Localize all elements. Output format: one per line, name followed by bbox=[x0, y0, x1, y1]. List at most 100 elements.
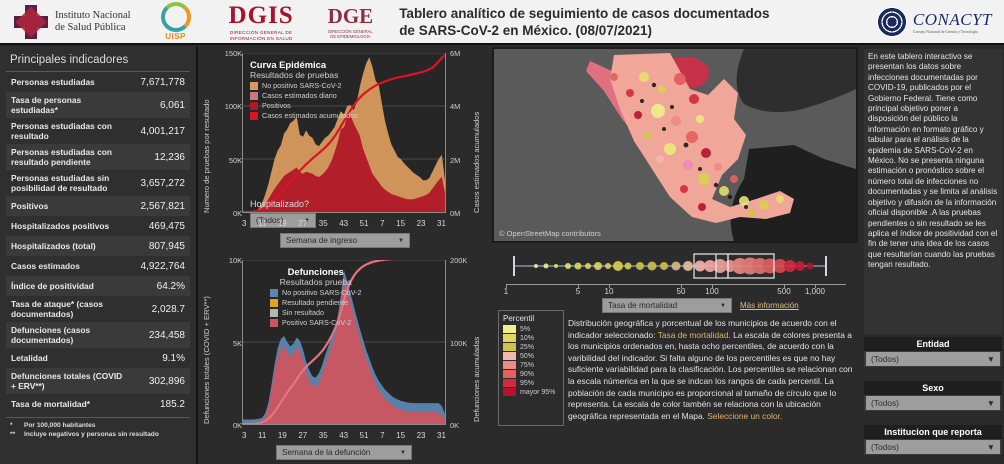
chevron-down-icon: ▼ bbox=[986, 442, 995, 452]
strip-tick-mark bbox=[577, 284, 579, 288]
legend-label: Casos estimados acumulados bbox=[262, 111, 358, 120]
epidemic-chart-title: Curva Epidémica bbox=[250, 59, 327, 70]
legend-label: Positivos bbox=[262, 101, 291, 110]
axis-tick-label: 23 bbox=[416, 219, 426, 228]
indicator-label: Tasa de mortalidad* bbox=[11, 399, 90, 409]
insp-logo-text: Instituto Nacional de Salud Pública bbox=[55, 10, 131, 34]
chevron-down-icon: ▼ bbox=[304, 217, 310, 224]
conacyt-logo: CONACYT Consejo Nacional de Ciencia y Te… bbox=[876, 6, 1004, 37]
indicator-dropdown-value: Tasa de mortalidad bbox=[608, 301, 678, 310]
dge-sub-2: DE EPIDEMIOLOGÍA bbox=[330, 34, 371, 39]
dge-title: DGE bbox=[327, 3, 374, 28]
filter-entidad: Entidad (Todos) ▼ bbox=[864, 337, 1002, 367]
axis-tick-label: 7 bbox=[380, 219, 385, 228]
description-part-2: . La escala de colores presenta a los mu… bbox=[568, 329, 853, 421]
indicator-value: 4,922,764 bbox=[140, 260, 186, 272]
strip-tick-label: 1,000 bbox=[804, 287, 825, 296]
legend-item[interactable]: Positivos bbox=[250, 101, 358, 110]
filter-sexo-value: (Todos) bbox=[871, 398, 899, 408]
series-area bbox=[243, 279, 445, 424]
percentile-item[interactable]: 5% bbox=[503, 325, 559, 333]
indicator-value: 302,896 bbox=[148, 375, 185, 387]
legend-swatch bbox=[270, 298, 278, 307]
filter-sexo: Sexo (Todos) ▼ bbox=[864, 381, 1002, 411]
description-select-color-link[interactable]: Seleccione un color. bbox=[707, 410, 783, 421]
semana-ingreso-dropdown[interactable]: Semana de ingreso ▼ bbox=[280, 233, 410, 248]
axis-tick-label: 100K bbox=[224, 102, 242, 112]
legend-item[interactable]: Casos estimados acumulados bbox=[250, 111, 358, 120]
legend-item[interactable]: Casos estimados diario bbox=[250, 91, 358, 100]
insp-line-2: de Salud Pública bbox=[55, 21, 126, 33]
insp-cross-icon bbox=[14, 4, 48, 39]
legend-item[interactable]: Resultado pendiente bbox=[270, 298, 362, 307]
filter-entidad-dropdown[interactable]: (Todos) ▼ bbox=[866, 352, 1000, 366]
epidemic-legend: No positivo SARS-CoV-2 Casos estimados di… bbox=[250, 81, 358, 120]
indicator-value: 3,657,272 bbox=[140, 177, 186, 189]
deaths-chart-title: Defunciones bbox=[287, 266, 344, 277]
axis-tick-label: 51 bbox=[359, 219, 369, 228]
strip-plot-svg[interactable] bbox=[506, 248, 846, 284]
hospitalizado-dropdown[interactable]: (Todos) ▼ bbox=[250, 213, 316, 228]
filter-sexo-dropdown[interactable]: (Todos) ▼ bbox=[866, 396, 1000, 410]
semana-defuncion-dropdown[interactable]: Semana de la defunción ▼ bbox=[276, 445, 412, 460]
percentile-item[interactable]: 25% bbox=[503, 343, 559, 351]
legend-label: Positivo SARS-CoV-2 bbox=[282, 318, 352, 327]
indicator-label: Tasa de personas estudiadas* bbox=[11, 95, 82, 115]
indicator-dropdown[interactable]: Tasa de mortalidad ▼ bbox=[602, 298, 732, 313]
indicator-row: Positivos 2,567,821 bbox=[6, 196, 190, 216]
percentile-item[interactable]: 50% bbox=[503, 352, 559, 360]
percentile-swatch bbox=[503, 343, 516, 351]
epidemic-curve-chart: Numero de pruebas por resultado Casos es… bbox=[200, 47, 488, 252]
legend-label: No positivo SARS-CoV-2 bbox=[262, 81, 342, 90]
percentile-swatch bbox=[503, 325, 516, 333]
indicator-label: Casos estimados bbox=[11, 261, 80, 271]
header-logos: Instituto Nacional de Salud Pública UISP… bbox=[0, 0, 373, 43]
legend-label: Resultado pendiente bbox=[282, 298, 348, 307]
chevron-down-icon: ▼ bbox=[398, 237, 404, 244]
page-title-line-1: Tablero analítico de seguimiento de caso… bbox=[399, 5, 770, 21]
legend-item[interactable]: No positivo SARS-CoV-2 bbox=[270, 288, 362, 297]
axis-tick-label: 27 bbox=[298, 431, 308, 440]
percentile-item[interactable]: 95% bbox=[503, 379, 559, 387]
indicator-row: Personas estudiadas con resultado pendie… bbox=[6, 144, 190, 170]
uisp-logo: UISP bbox=[160, 2, 191, 41]
axis-tick-label: 15 bbox=[396, 431, 406, 440]
axis-tick-label: 6M bbox=[450, 49, 461, 58]
filter-institucion-dropdown[interactable]: (Todos) ▼ bbox=[866, 440, 1000, 454]
indicator-row: Personas estudiadas sin posibilidad de r… bbox=[6, 170, 190, 196]
chevron-down-icon: ▼ bbox=[986, 398, 995, 408]
legend-label: Sin resultado bbox=[282, 308, 324, 317]
indicator-row: Índice de positividad 64.2% bbox=[6, 276, 190, 296]
more-info-link[interactable]: Más información bbox=[740, 301, 799, 310]
epidemic-chart-header: Curva Epidémica Resultados de pruebas No… bbox=[250, 59, 358, 120]
axis-tick-label: 2M bbox=[450, 155, 461, 165]
legend-swatch bbox=[270, 308, 278, 317]
dashboard-intro-text: En este tablero interactivo se presentan… bbox=[864, 49, 1002, 334]
description-part-1: Distribución geográfica y porcentual de … bbox=[568, 318, 837, 340]
percentile-legend-title: Percentil bbox=[503, 314, 535, 323]
dgis-title: DGIS bbox=[228, 1, 294, 29]
choropleth-map[interactable]: © OpenStreetMap contributors bbox=[492, 47, 858, 243]
indicator-row: Defunciones (casos documentados) 234,458 bbox=[6, 322, 190, 348]
legend-item[interactable]: Sin resultado bbox=[270, 308, 362, 317]
legend-item[interactable]: No positivo SARS-CoV-2 bbox=[250, 81, 358, 90]
dge-logo: DGE DIRECCIÓN GENERAL DE EPIDEMIOLOGÍA bbox=[328, 4, 374, 40]
conacyt-title: CONACYT bbox=[912, 9, 992, 29]
indicator-label: Personas estudiadas con resultado pendie… bbox=[11, 147, 113, 167]
axis-tick-label: 43 bbox=[339, 431, 349, 440]
percentile-item[interactable]: 90% bbox=[503, 370, 559, 378]
strip-tick-label: 1 bbox=[503, 287, 509, 296]
percentile-item[interactable]: 10% bbox=[503, 334, 559, 342]
footnote-2: ** Incluye negativos y personas sin resu… bbox=[6, 430, 190, 439]
axis-tick-label: 50K bbox=[228, 155, 242, 165]
percentile-item[interactable]: mayor 95% bbox=[503, 388, 559, 396]
hospitalizado-dropdown-value: (Todos) bbox=[256, 216, 284, 225]
hospitalizado-filter-label: Hospitalizado? bbox=[250, 199, 310, 209]
percentile-item[interactable]: 75% bbox=[503, 361, 559, 369]
legend-label: No positivo SARS-CoV-2 bbox=[282, 288, 362, 297]
legend-swatch bbox=[270, 318, 278, 327]
legend-item[interactable]: Positivo SARS-CoV-2 bbox=[270, 318, 362, 327]
indicator-label: Defunciones totales (COVID + ERV**) bbox=[11, 371, 123, 391]
indicator-value: 64.2% bbox=[156, 280, 185, 292]
